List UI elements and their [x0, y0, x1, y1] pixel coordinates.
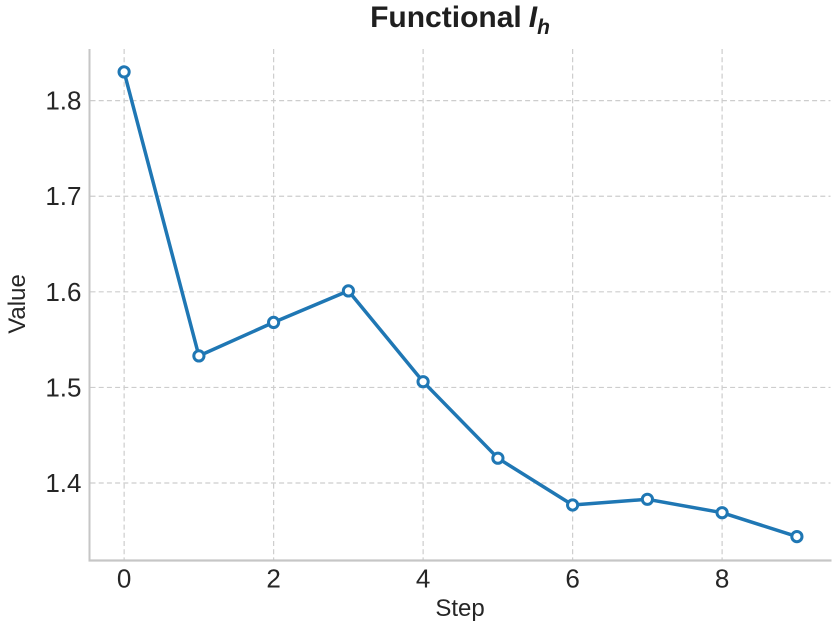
- data-point-marker: [117, 65, 131, 79]
- y-tick-label: 1.6: [45, 277, 81, 307]
- x-tick-label: 8: [715, 564, 729, 594]
- data-point-marker: [267, 315, 281, 329]
- data-point-marker: [341, 284, 355, 298]
- gridlines: [90, 49, 831, 560]
- chart-title-text: Functional: [370, 1, 522, 34]
- data-point-marker: [790, 530, 804, 544]
- data-point-marker: [715, 506, 729, 520]
- y-tick-label: 1.8: [45, 86, 81, 116]
- data-series: [117, 65, 804, 544]
- x-tick-label: 6: [565, 564, 579, 594]
- tick-labels: 0 2 4 6 8 1.4 1.5 1.6 1.7 1.8: [45, 86, 729, 594]
- y-tick-label: 1.4: [45, 468, 81, 498]
- data-point-marker: [192, 349, 206, 363]
- x-axis-label: Step: [435, 595, 485, 622]
- data-line: [122, 70, 799, 539]
- data-point-marker: [416, 375, 430, 389]
- x-tick-label: 2: [266, 564, 280, 594]
- y-tick-label: 1.5: [45, 372, 81, 402]
- axis-spines: [88, 49, 832, 562]
- chart-title: Functional Ih: [370, 1, 550, 39]
- x-tick-label: 4: [416, 564, 430, 594]
- data-point-marker: [491, 451, 505, 465]
- data-point-marker: [640, 492, 655, 506]
- chart-title-math-subscript: h: [537, 16, 550, 39]
- y-axis-label: Value: [4, 274, 31, 334]
- chart-title-math-symbol: I: [528, 1, 538, 34]
- y-tick-label: 1.7: [45, 181, 81, 211]
- data-point-marker: [566, 498, 580, 512]
- x-tick-label: 0: [117, 564, 131, 594]
